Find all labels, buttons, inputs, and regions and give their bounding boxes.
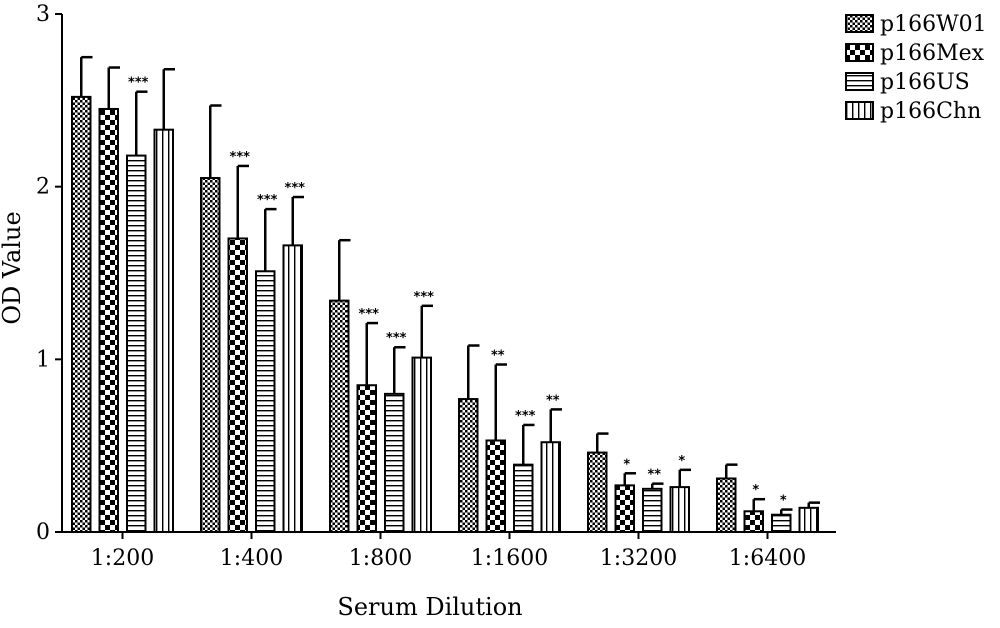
significance-marker: ***	[128, 76, 149, 91]
bar	[153, 128, 174, 533]
bar	[513, 463, 534, 533]
significance-marker: ***	[515, 409, 536, 424]
significance-marker: **	[491, 349, 505, 364]
significance-marker: ***	[257, 193, 278, 208]
legend-swatch	[845, 14, 874, 33]
bar	[227, 237, 248, 533]
bar	[384, 392, 405, 533]
bar	[642, 487, 663, 534]
x-tick-label: 1:800	[349, 546, 412, 571]
significance-marker: *	[752, 483, 759, 498]
y-axis-ticks: 0 1 2 3	[36, 2, 62, 545]
legend-swatch	[845, 72, 874, 91]
legend: p166W01 p166Mex p166US p166Chn	[845, 12, 987, 124]
bar	[98, 107, 119, 533]
bar	[614, 484, 635, 534]
significance-marker: **	[546, 393, 560, 408]
legend-swatch	[845, 101, 874, 120]
legend-label: p166Mex	[880, 41, 985, 66]
x-axis-ticks: 1:200 1:400 1:800 1:1600 1:3200 1:6400	[91, 532, 806, 571]
significance-marker: ***	[230, 150, 251, 165]
bar	[798, 506, 819, 533]
significance-marker: ***	[359, 307, 380, 322]
y-tick-label: 1	[36, 347, 50, 372]
significance-marker: ***	[285, 181, 306, 196]
bar	[200, 177, 221, 534]
error-bars-layer	[80, 55, 820, 515]
bar	[716, 477, 737, 533]
y-tick-label: 2	[36, 175, 50, 200]
bar	[411, 356, 432, 533]
bar	[356, 384, 377, 533]
significance-layer: **********************************	[128, 76, 787, 509]
x-tick-label: 1:1600	[471, 546, 548, 571]
bar	[771, 513, 792, 534]
significance-marker: *	[780, 494, 787, 509]
significance-marker: **	[647, 468, 661, 483]
bar	[329, 299, 350, 534]
x-tick-label: 1:400	[220, 546, 283, 571]
bars-layer	[71, 95, 819, 534]
x-tick-label: 1:3200	[600, 546, 677, 571]
bar	[485, 439, 506, 533]
bar	[743, 510, 764, 533]
bar	[126, 154, 147, 533]
legend-label: p166Chn	[880, 99, 981, 124]
bar	[669, 486, 690, 533]
x-tick-label: 1:200	[91, 546, 154, 571]
bar	[71, 95, 92, 533]
bar	[458, 398, 479, 533]
bar	[255, 270, 276, 533]
y-axis-title: OD Value	[0, 211, 26, 324]
x-tick-label: 1:6400	[729, 546, 806, 571]
bar	[587, 451, 608, 533]
significance-marker: ***	[414, 290, 435, 305]
y-tick-label: 0	[36, 520, 50, 545]
significance-marker: ***	[386, 331, 407, 346]
bar	[540, 441, 561, 534]
y-tick-label: 3	[36, 2, 50, 27]
bar	[282, 244, 303, 534]
legend-swatch	[845, 43, 874, 62]
significance-marker: *	[678, 454, 685, 469]
x-axis-title: Serum Dilution	[337, 593, 522, 621]
legend-label: p166W01	[880, 12, 987, 37]
legend-label: p166US	[880, 70, 970, 95]
significance-marker: *	[623, 457, 630, 472]
